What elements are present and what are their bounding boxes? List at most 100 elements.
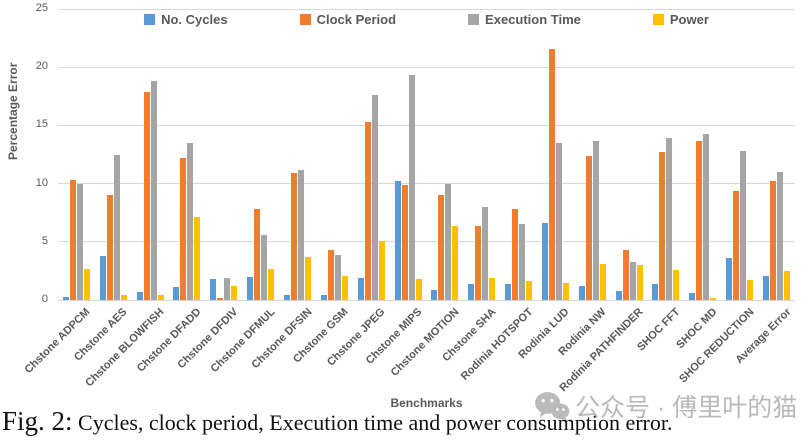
bar-no-cycles bbox=[541, 223, 548, 300]
bar-execution-time bbox=[592, 140, 599, 300]
bar-power bbox=[636, 265, 643, 300]
bar-clock-period bbox=[733, 190, 740, 300]
gridline-0 bbox=[58, 299, 795, 301]
bar-power bbox=[747, 280, 754, 300]
bar-power bbox=[120, 295, 127, 300]
bar-group-1 bbox=[95, 9, 132, 300]
bar-no-cycles bbox=[394, 181, 401, 300]
bar-execution-time bbox=[519, 224, 526, 300]
bar-power bbox=[378, 240, 385, 300]
bar-group-8 bbox=[353, 9, 390, 300]
bar-execution-time bbox=[776, 171, 783, 300]
bar-power bbox=[341, 275, 348, 300]
y-tick-label-0: 0 bbox=[41, 293, 48, 305]
bar-clock-period bbox=[180, 158, 187, 300]
bar-clock-period bbox=[512, 209, 519, 300]
bar-execution-time bbox=[76, 183, 83, 300]
bar-execution-time bbox=[666, 138, 673, 300]
legend-marker-icon bbox=[299, 14, 311, 25]
legend-item-power: Power bbox=[652, 12, 709, 27]
bar-group-18 bbox=[721, 9, 758, 300]
bar-group-2 bbox=[132, 9, 169, 300]
bar-execution-time bbox=[408, 75, 415, 300]
y-tick-label-20: 20 bbox=[35, 60, 48, 73]
bar-execution-time bbox=[113, 154, 120, 300]
bar-execution-time bbox=[445, 183, 452, 300]
legend-item-execution-time: Execution Time bbox=[468, 12, 581, 27]
gridline-25 bbox=[58, 8, 795, 10]
y-tick-label-15: 15 bbox=[35, 118, 48, 131]
bar-execution-time bbox=[629, 261, 636, 300]
bar-power bbox=[157, 295, 164, 300]
bar-execution-time bbox=[150, 81, 157, 300]
bar-group-11 bbox=[463, 9, 500, 300]
bar-power bbox=[489, 277, 496, 300]
plot-area bbox=[58, 8, 795, 301]
legend-label: Execution Time bbox=[485, 12, 581, 27]
y-tick-label-25: 25 bbox=[35, 2, 48, 14]
bar-clock-period bbox=[475, 225, 482, 300]
x-axis-title: Benchmarks bbox=[390, 396, 463, 410]
legend-marker-icon bbox=[652, 14, 664, 25]
bar-execution-time bbox=[187, 142, 194, 300]
bar-group-4 bbox=[205, 9, 242, 300]
bar-clock-period bbox=[143, 91, 150, 300]
bar-execution-time bbox=[297, 169, 304, 300]
y-axis-title: Percentage Error bbox=[6, 62, 20, 160]
bar-execution-time bbox=[703, 133, 710, 300]
bar-no-cycles bbox=[689, 293, 696, 300]
legend-marker-icon bbox=[144, 14, 156, 25]
bar-clock-period bbox=[254, 209, 261, 300]
bar-power bbox=[562, 282, 569, 300]
bar-no-cycles bbox=[431, 289, 438, 300]
chart-legend: No. Cycles Clock Period Execution Time Powe… bbox=[58, 12, 795, 27]
bar-no-cycles bbox=[726, 258, 733, 300]
bar-group-14 bbox=[574, 9, 611, 300]
y-tick-label-5: 5 bbox=[41, 234, 48, 247]
bar-clock-period bbox=[327, 249, 334, 300]
bar-no-cycles bbox=[210, 279, 217, 300]
bar-group-19 bbox=[758, 9, 795, 300]
bar-no-cycles bbox=[247, 276, 254, 300]
bar-group-0 bbox=[58, 9, 95, 300]
legend-marker-icon bbox=[468, 14, 480, 25]
bar-execution-time bbox=[371, 95, 378, 300]
bar-no-cycles bbox=[99, 255, 106, 300]
bar-no-cycles bbox=[578, 286, 585, 300]
bar-power bbox=[526, 281, 533, 300]
bar-clock-period bbox=[548, 48, 555, 300]
watermark-text: 公众号 · 傅里叶的猫 bbox=[575, 394, 798, 422]
bar-no-cycles bbox=[62, 296, 69, 300]
bar-group-9 bbox=[390, 9, 427, 300]
bar-no-cycles bbox=[283, 295, 290, 300]
bar-clock-period bbox=[659, 152, 666, 300]
bar-execution-time bbox=[334, 254, 341, 300]
gridline-10 bbox=[58, 183, 795, 185]
bar-clock-period bbox=[696, 140, 703, 300]
bar-power bbox=[83, 268, 90, 300]
bar-clock-period bbox=[106, 195, 113, 300]
bar-group-17 bbox=[684, 9, 721, 300]
legend-label: Power bbox=[669, 12, 709, 27]
bar-execution-time bbox=[482, 206, 489, 300]
legend-label: Clock Period bbox=[316, 12, 397, 27]
bar-clock-period bbox=[69, 180, 76, 300]
gridline-5 bbox=[58, 241, 795, 243]
bar-power bbox=[783, 270, 790, 300]
bar-power bbox=[268, 268, 275, 300]
figure-caption-text: Cycles, clock period, Execution time and… bbox=[72, 410, 673, 435]
gridline-15 bbox=[58, 124, 795, 126]
bar-clock-period bbox=[217, 298, 224, 300]
bar-group-7 bbox=[316, 9, 353, 300]
bar-no-cycles bbox=[762, 275, 769, 300]
bar-group-13 bbox=[537, 9, 574, 300]
bar-no-cycles bbox=[468, 283, 475, 300]
legend-item-no-cycles: No. Cycles bbox=[144, 12, 228, 27]
bar-no-cycles bbox=[357, 277, 364, 300]
bar-clock-period bbox=[585, 155, 592, 300]
figure-caption: Fig. 2: Cycles, clock period, Execution … bbox=[2, 406, 806, 437]
bar-group-16 bbox=[648, 9, 685, 300]
bar-no-cycles bbox=[320, 294, 327, 300]
legend-label: No. Cycles bbox=[161, 12, 228, 27]
